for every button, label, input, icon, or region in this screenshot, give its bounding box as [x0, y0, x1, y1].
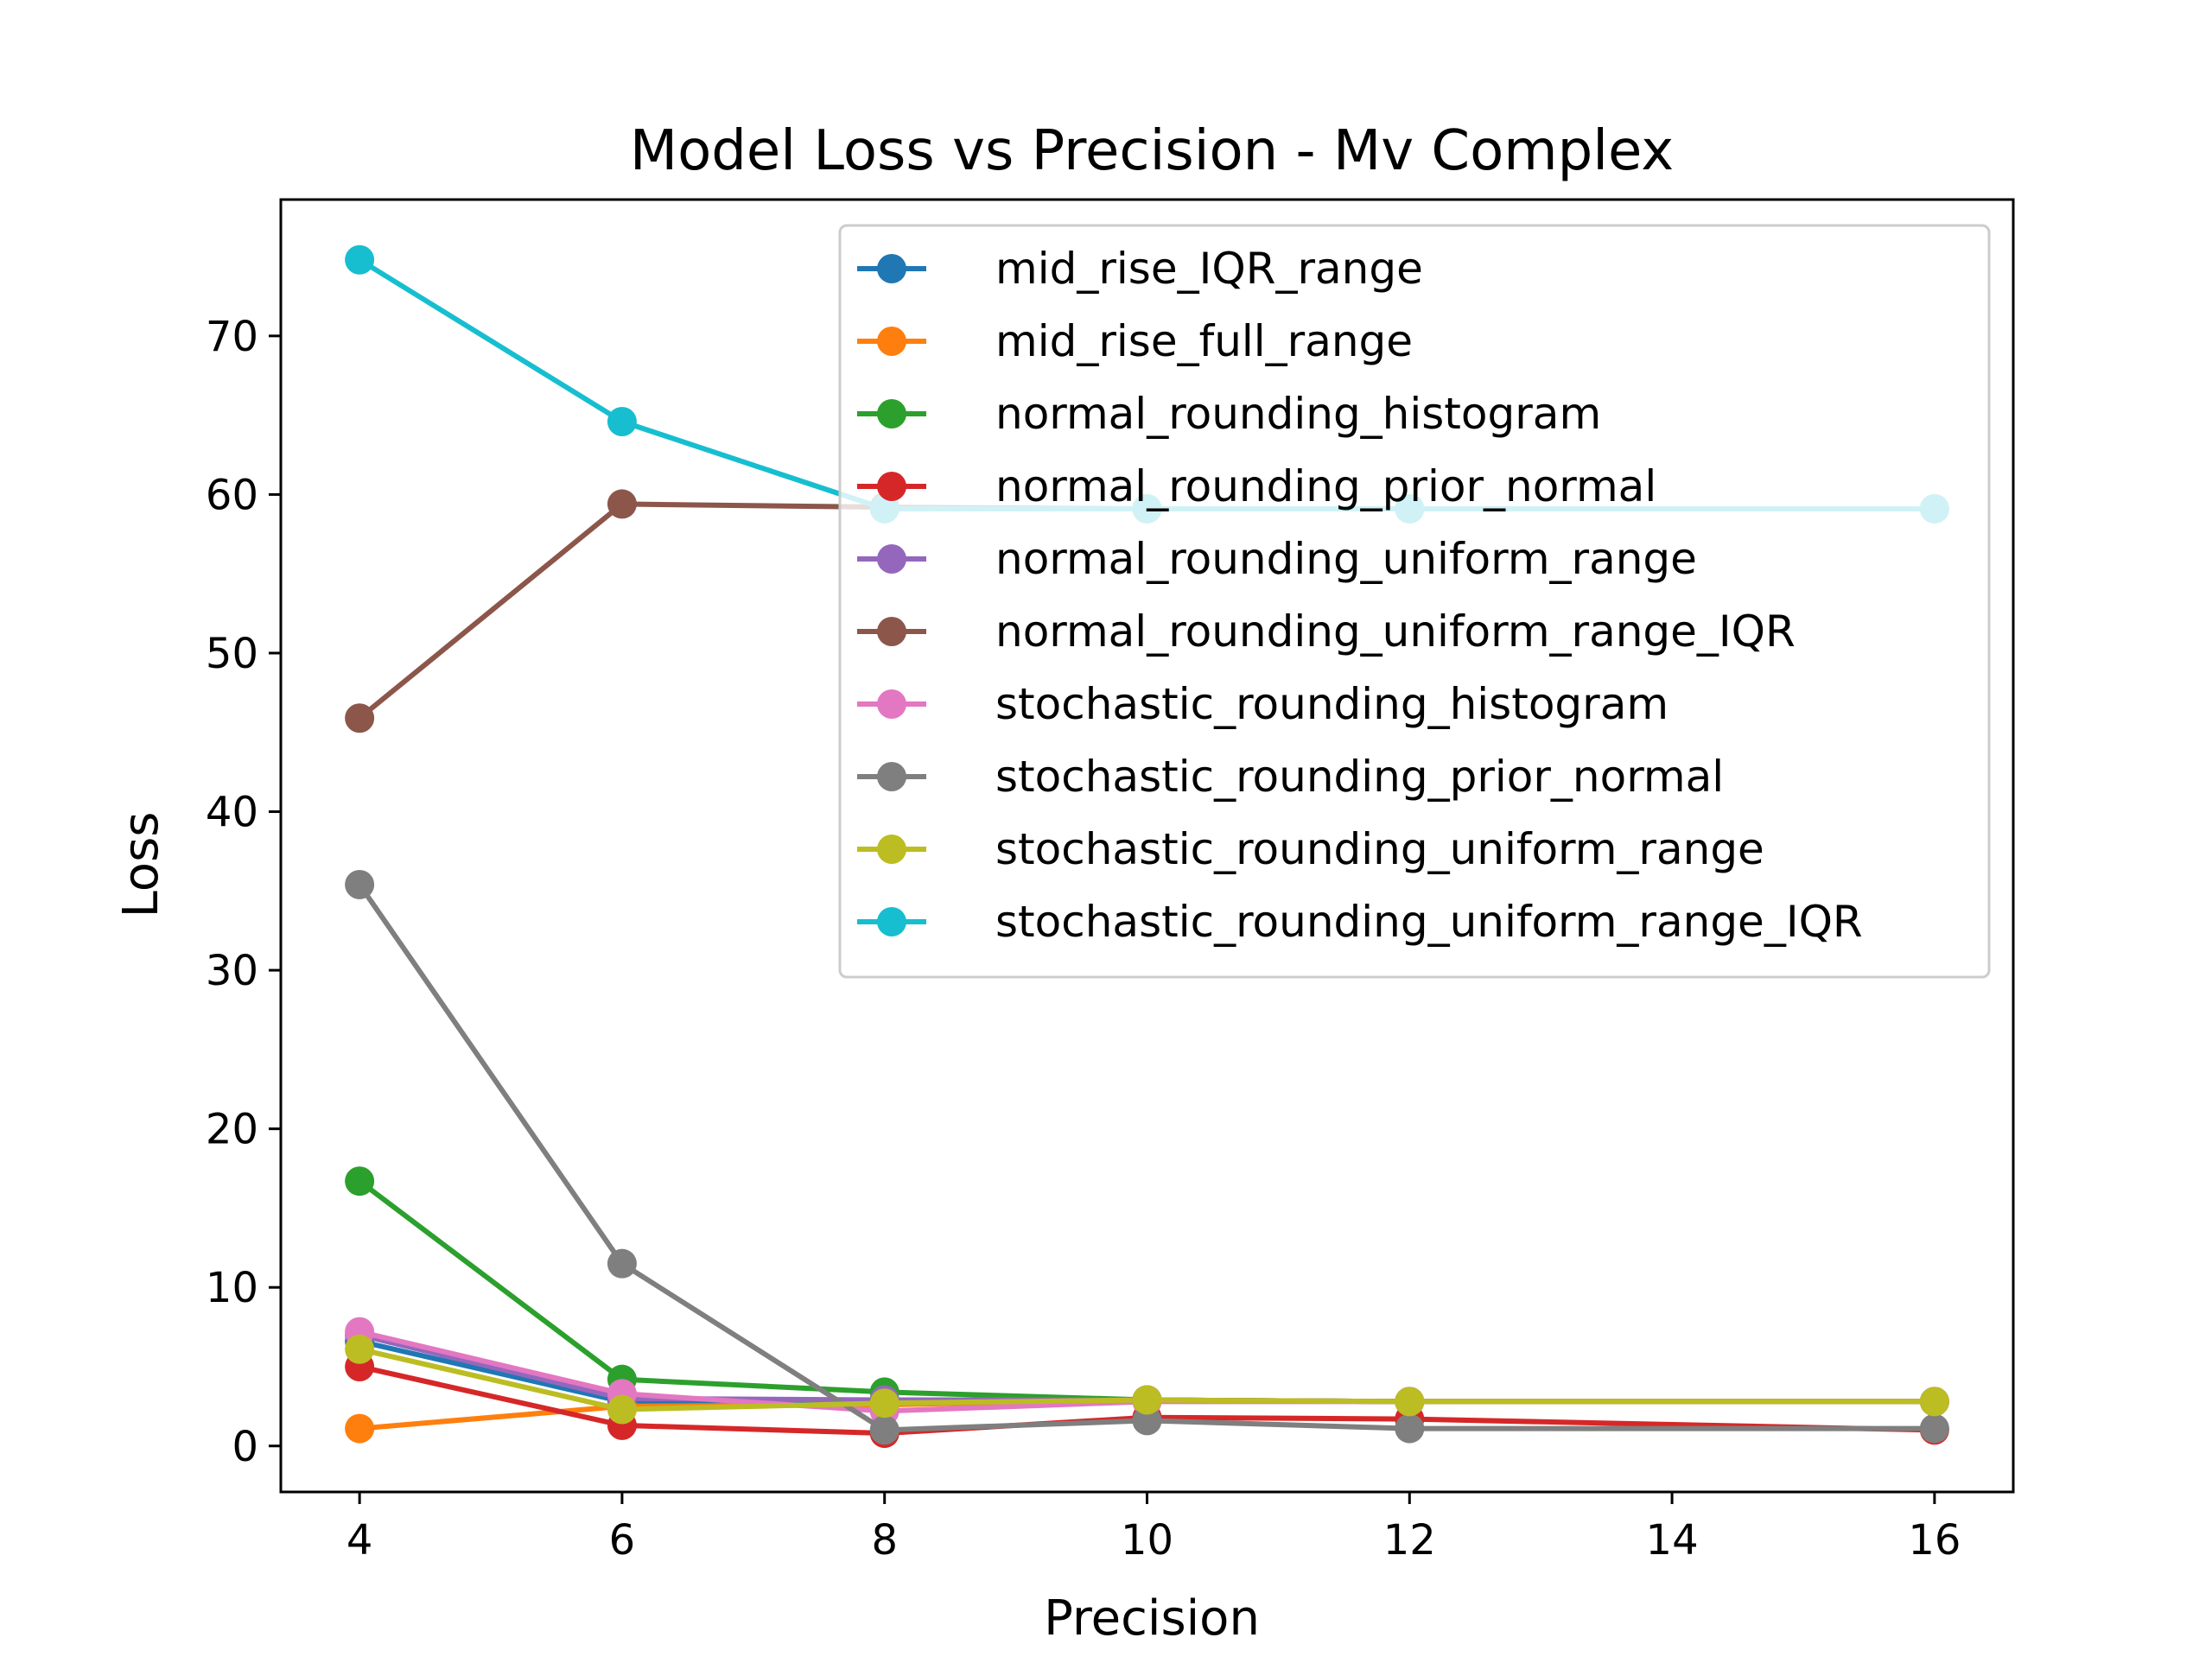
legend-swatch-marker	[877, 544, 906, 574]
y-tick-label: 60	[206, 471, 258, 519]
data-point	[345, 1166, 375, 1196]
y-tick-label: 50	[206, 630, 258, 678]
data-point	[607, 1248, 637, 1279]
data-point	[607, 406, 637, 436]
chart-title: Model Loss vs Precision - Mv Complex	[630, 119, 1674, 183]
legend-label: stochastic_rounding_uniform_range	[995, 824, 1764, 874]
data-point	[345, 1413, 375, 1444]
x-tick-label: 16	[1908, 1516, 1961, 1565]
y-tick-label: 10	[206, 1264, 258, 1312]
data-point	[345, 244, 375, 275]
data-point	[869, 1415, 899, 1445]
y-tick-label: 0	[232, 1423, 258, 1471]
data-point	[345, 1334, 375, 1364]
legend-label: mid_rise_full_range	[995, 316, 1413, 366]
y-axis-label: Loss	[113, 812, 169, 918]
legend-item: normal_rounding_prior_normal	[857, 461, 1656, 511]
legend-item: normal_rounding_uniform_range	[857, 534, 1697, 584]
x-axis-label: Precision	[1044, 1590, 1260, 1647]
legend-label: stochastic_rounding_uniform_range_IQR	[995, 897, 1863, 947]
data-point	[345, 869, 375, 899]
y-axis-ticks: 0 10 20 30 40 50 60 70	[206, 313, 281, 1471]
data-point	[869, 1388, 899, 1419]
legend-swatch-marker	[877, 617, 906, 646]
legend-label: normal_rounding_prior_normal	[995, 461, 1656, 511]
legend-item: stochastic_rounding_uniform_range	[857, 824, 1764, 874]
legend-swatch-marker	[877, 327, 906, 356]
legend-label: normal_rounding_histogram	[995, 389, 1601, 439]
legend-label: stochastic_rounding_histogram	[995, 679, 1669, 729]
legend-label: normal_rounding_uniform_range	[995, 534, 1697, 584]
legend-label: normal_rounding_uniform_range_IQR	[995, 606, 1796, 657]
y-tick-label: 70	[206, 313, 258, 361]
legend-item: stochastic_rounding_uniform_range_IQR	[857, 897, 1863, 947]
legend-swatch-marker	[877, 907, 906, 936]
x-tick-label: 4	[346, 1516, 373, 1565]
x-tick-label: 12	[1383, 1516, 1436, 1565]
legend-item: mid_rise_full_range	[857, 316, 1413, 366]
data-point	[1919, 1387, 1949, 1417]
y-tick-label: 20	[206, 1106, 258, 1154]
legend-swatch-marker	[877, 689, 906, 719]
legend: mid_rise_IQR_range mid_rise_full_rangenor…	[838, 224, 1991, 979]
legend-item: normal_rounding_histogram	[857, 389, 1601, 439]
x-tick-label: 8	[871, 1516, 898, 1565]
legend-item: mid_rise_IQR_range	[857, 244, 1423, 294]
data-point	[607, 1394, 637, 1425]
legend-item: normal_rounding_uniform_range_IQR	[857, 606, 1796, 657]
x-tick-label: 14	[1646, 1516, 1699, 1565]
data-point	[345, 703, 375, 733]
data-point	[1132, 1385, 1162, 1415]
x-tick-label: 6	[609, 1516, 636, 1565]
legend-label: mid_rise_IQR_range	[995, 244, 1423, 294]
legend-item: stochastic_rounding_histogram	[857, 679, 1669, 729]
legend-item: stochastic_rounding_prior_normal	[857, 752, 1724, 802]
data-point	[1395, 1413, 1425, 1444]
y-tick-label: 30	[206, 947, 258, 995]
data-point	[607, 489, 637, 519]
legend-swatch-marker	[877, 762, 906, 791]
x-tick-label: 10	[1121, 1516, 1173, 1565]
data-point	[1395, 1387, 1425, 1417]
series-stochastic-rounding-prior-normal	[345, 869, 1949, 1445]
legend-swatch-marker	[877, 399, 906, 428]
x-axis-ticks: 4 6 8 10 12 14 16	[346, 1492, 1961, 1565]
legend-label: stochastic_rounding_prior_normal	[995, 752, 1724, 802]
series-line	[357, 883, 1935, 1433]
axes-frame	[279, 198, 2015, 1494]
legend-box	[838, 224, 1991, 979]
data-point	[1132, 1406, 1162, 1436]
series-stochastic-rounding-uniform-range	[345, 1334, 1949, 1425]
legend-swatch-marker	[877, 472, 906, 501]
legend-swatch-marker	[877, 254, 906, 283]
y-tick-label: 40	[206, 789, 258, 837]
series-line	[359, 1346, 1935, 1412]
legend-swatch-marker	[877, 835, 906, 864]
data-point	[1919, 1413, 1949, 1444]
